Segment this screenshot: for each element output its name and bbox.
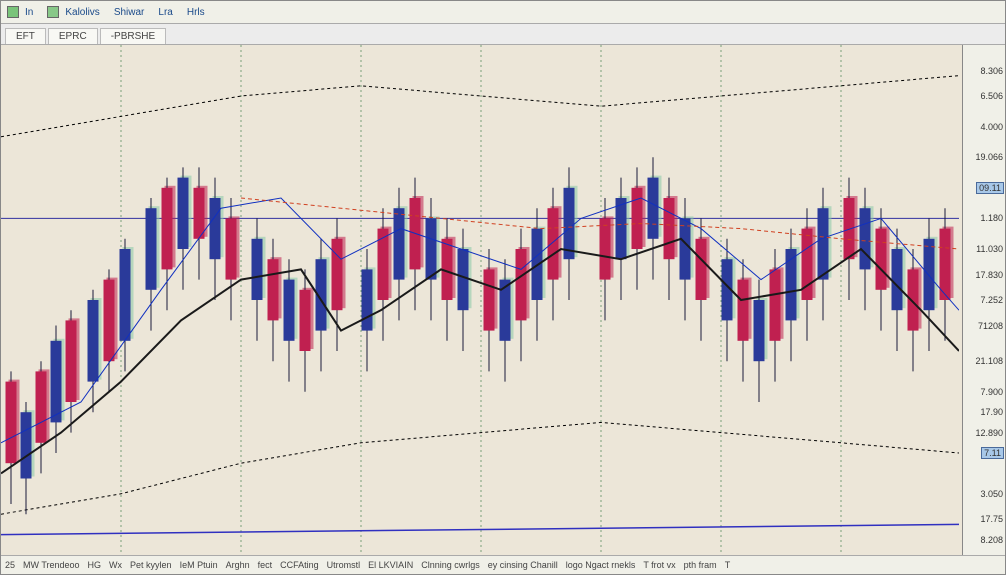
indicator-toolbar: In Kalolivs Shiwar Lra Hrls [1, 1, 1005, 24]
status-item-4: Pet kyylen [130, 560, 172, 570]
chart-wrap: 8.306 6.506 4.000 19.066 09.11 1.180 11.030 17.… [1, 45, 1005, 555]
y-tick: 11.030 [976, 244, 1003, 254]
toolbar-label: Lra [158, 7, 172, 18]
toolbar-item-1[interactable]: Kalolivs [47, 6, 99, 18]
status-item-3: Wx [109, 560, 122, 570]
status-item-7: fect [258, 560, 273, 570]
y-axis: 8.306 6.506 4.000 19.066 09.11 1.180 11.030 17.… [962, 45, 1005, 555]
status-item-0: 25 [5, 560, 15, 570]
toolbar-label: Kalolivs [65, 7, 99, 18]
status-item-14: T frot vx [643, 560, 675, 570]
status-item-13: logo Ngact rnekls [566, 560, 636, 570]
status-item-11: Clnning cwrlgs [421, 560, 480, 570]
y-tick: 7.900 [980, 387, 1003, 397]
tab-bar: EFTEPRC-PBRSHE [1, 24, 1005, 45]
toolbar-label: Hrls [187, 7, 205, 18]
status-item-1: MW Trendeoo [23, 560, 80, 570]
y-tick: 6.506 [980, 91, 1003, 101]
status-item-9: Utromstl [327, 560, 361, 570]
y-tick: 17.75 [980, 514, 1003, 524]
toolbar-item-3[interactable]: Lra [158, 7, 172, 18]
status-bar: 25 MW Trendeoo HG Wx Pet kyylen IeM Ptuin Argh… [1, 555, 1005, 574]
trading-app: In Kalolivs Shiwar Lra Hrls EFTEPRC-PBRSHE 8… [0, 0, 1006, 575]
toolbar-item-4[interactable]: Hrls [187, 7, 205, 18]
toolbar-item-2[interactable]: Shiwar [114, 7, 145, 18]
status-item-12: ey cinsing Chanill [488, 560, 558, 570]
toolbar-item-0[interactable]: In [7, 6, 33, 18]
y-tick: 7.252 [980, 295, 1003, 305]
chart-canvas [1, 45, 959, 555]
chart-area[interactable] [1, 45, 962, 555]
y-tick: 12.890 [975, 428, 1003, 438]
status-item-8: CCFAting [280, 560, 319, 570]
y-tick: 21.108 [975, 356, 1003, 366]
status-item-6: Arghn [226, 560, 250, 570]
toolbar-label: In [25, 7, 33, 18]
y-tick: 17.830 [975, 270, 1003, 280]
y-tick: 71208 [978, 321, 1003, 331]
y-tick: 1.180 [980, 213, 1003, 223]
status-item-16: T [725, 560, 731, 570]
y-tick: 09.11 [976, 182, 1004, 194]
y-tick: 8.208 [980, 535, 1003, 545]
y-tick: 4.000 [980, 122, 1003, 132]
y-tick: 17.90 [980, 407, 1003, 417]
tab-1[interactable]: EPRC [48, 28, 98, 44]
y-tick: 19.066 [975, 152, 1003, 162]
status-item-10: El LKVIAIN [368, 560, 413, 570]
status-item-2: HG [88, 560, 102, 570]
y-tick: 3.050 [980, 489, 1003, 499]
tab-0[interactable]: EFT [5, 28, 46, 44]
swatch-icon [7, 6, 19, 18]
status-item-5: IeM Ptuin [180, 560, 218, 570]
toolbar-label: Shiwar [114, 7, 145, 18]
tab-2[interactable]: -PBRSHE [100, 28, 166, 44]
swatch-icon [47, 6, 59, 18]
y-tick: 7.11 [981, 447, 1004, 459]
status-item-15: pth fram [684, 560, 717, 570]
y-tick: 8.306 [980, 66, 1003, 76]
